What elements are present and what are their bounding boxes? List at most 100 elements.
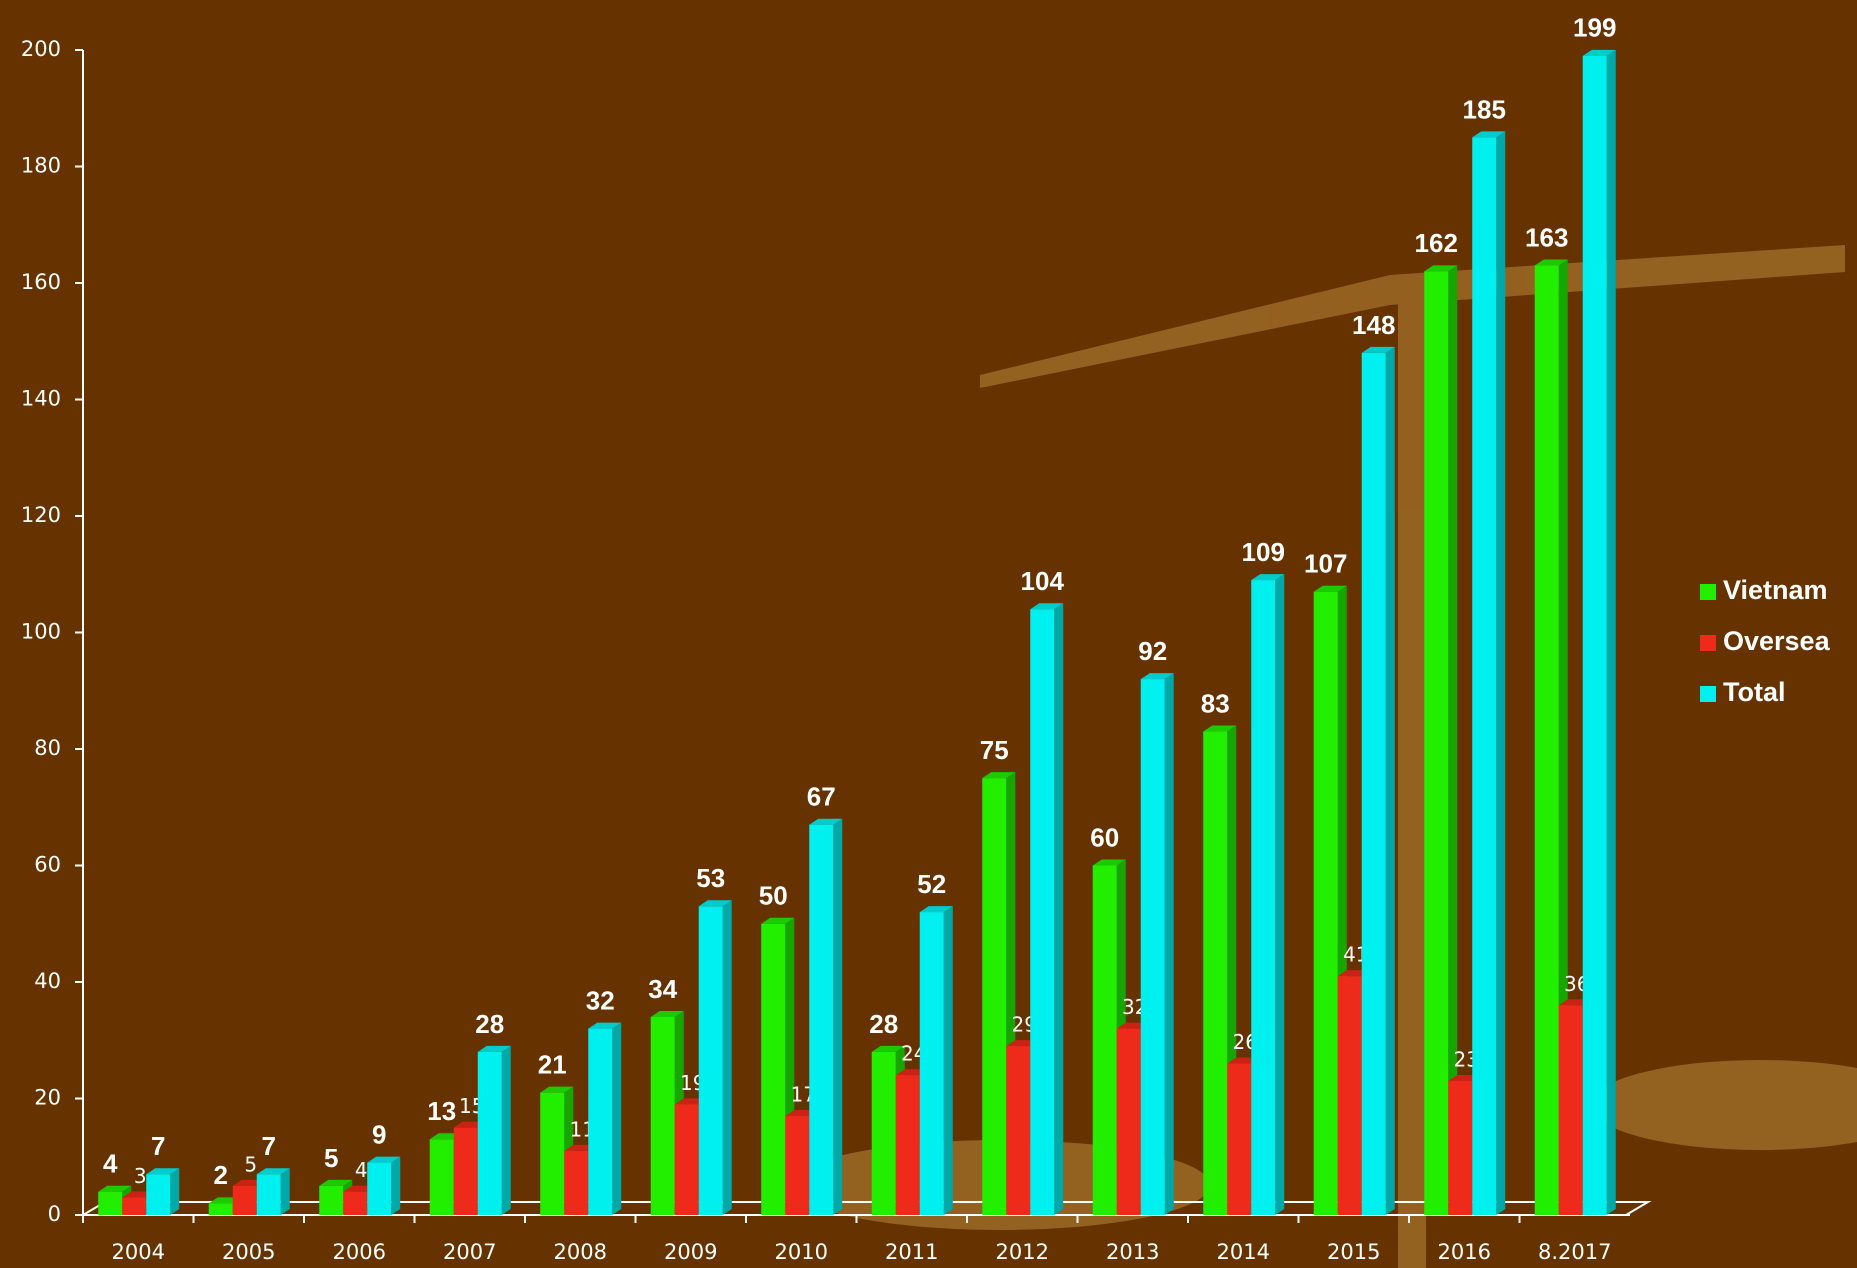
y-tick-label: 200: [21, 37, 61, 61]
value-label: 67: [807, 782, 836, 812]
value-label: 199: [1573, 13, 1616, 43]
bar: [1251, 580, 1275, 1215]
x-tick-label: 2007: [443, 1240, 496, 1264]
value-label: 21: [538, 1050, 567, 1080]
bar: [540, 1093, 564, 1215]
bar: [896, 1075, 920, 1215]
value-label: 83: [1201, 688, 1230, 718]
value-label: 32: [586, 985, 615, 1015]
value-label: 2: [214, 1160, 228, 1190]
bar: [675, 1104, 699, 1215]
bar: [1093, 866, 1117, 1216]
bar: [367, 1163, 391, 1215]
bar: [564, 1151, 588, 1215]
y-tick-label: 40: [34, 969, 61, 993]
value-label: 9: [372, 1119, 386, 1149]
y-tick-label: 20: [34, 1086, 61, 1110]
bar: [785, 1116, 809, 1215]
bar: [257, 1174, 281, 1215]
bar: [1203, 732, 1227, 1215]
value-label: 7: [262, 1131, 276, 1161]
bar: [233, 1186, 257, 1215]
x-tick-label: 8.2017: [1538, 1240, 1611, 1264]
value-label-small: 4: [355, 1158, 368, 1182]
legend-swatch: [1700, 686, 1716, 702]
bar: [146, 1174, 170, 1215]
chart: 0204060801001201401601802002004437200525…: [0, 0, 1857, 1268]
bar: [1362, 353, 1386, 1215]
value-label: 109: [1242, 537, 1285, 567]
legend-label: Oversea: [1723, 626, 1831, 656]
scale-post: [1398, 280, 1426, 1268]
bar-side: [944, 906, 953, 1215]
x-tick-label: 2004: [112, 1240, 165, 1264]
value-label: 104: [1021, 566, 1065, 596]
bar: [319, 1186, 343, 1215]
x-tick-label: 2012: [996, 1240, 1049, 1264]
bar: [1141, 679, 1165, 1215]
bar: [1338, 976, 1362, 1215]
y-tick-label: 0: [48, 1202, 61, 1226]
x-tick-label: 2008: [554, 1240, 607, 1264]
x-tick-label: 2016: [1438, 1240, 1491, 1264]
value-label: 92: [1138, 636, 1167, 666]
y-tick-label: 120: [21, 503, 61, 527]
value-label: 163: [1525, 222, 1568, 252]
value-label: 148: [1352, 310, 1395, 340]
bar: [1030, 609, 1054, 1215]
value-label: 52: [917, 869, 946, 899]
bar: [1227, 1064, 1251, 1215]
x-tick-label: 2013: [1106, 1240, 1159, 1264]
bar: [1424, 271, 1448, 1215]
bar-side: [170, 1168, 179, 1215]
bar: [1535, 266, 1559, 1215]
y-tick-label: 80: [34, 736, 61, 760]
value-label: 28: [869, 1009, 898, 1039]
bar: [872, 1052, 896, 1215]
y-tick-label: 180: [21, 154, 61, 178]
value-label: 4: [103, 1149, 118, 1179]
bar: [209, 1203, 233, 1215]
legend-label: Total: [1723, 677, 1786, 707]
x-tick-label: 2010: [775, 1240, 828, 1264]
x-tick-label: 2014: [1217, 1240, 1270, 1264]
bar: [588, 1029, 612, 1215]
value-label: 7: [151, 1131, 165, 1161]
y-tick-label: 100: [21, 620, 61, 644]
y-tick-label: 160: [21, 270, 61, 294]
value-label: 75: [980, 735, 1009, 765]
y-tick-label: 60: [34, 853, 61, 877]
bar-side: [1165, 673, 1174, 1215]
bar: [430, 1139, 454, 1215]
value-label: 28: [475, 1009, 504, 1039]
bar: [1006, 1046, 1030, 1215]
bar-side: [612, 1023, 621, 1215]
bar: [1448, 1081, 1472, 1215]
value-label: 60: [1090, 822, 1119, 852]
bar: [699, 906, 723, 1215]
bar-side: [1054, 603, 1063, 1215]
bar-side: [1448, 265, 1457, 1215]
bar: [98, 1192, 122, 1215]
value-label: 13: [427, 1096, 456, 1126]
x-tick-label: 2009: [664, 1240, 717, 1264]
bar: [478, 1052, 502, 1215]
bar-side: [723, 900, 732, 1215]
bar-side: [1607, 50, 1616, 1215]
value-label: 53: [696, 863, 725, 893]
bar: [1472, 137, 1496, 1215]
value-label: 162: [1415, 228, 1458, 258]
x-tick-label: 2015: [1327, 1240, 1380, 1264]
value-label-small: 3: [134, 1164, 147, 1188]
bar: [1117, 1029, 1141, 1215]
bar: [1314, 592, 1338, 1215]
bar: [809, 825, 833, 1215]
x-tick-label: 2011: [885, 1240, 938, 1264]
value-label-small: 5: [244, 1152, 257, 1176]
legend-label: Vietnam: [1723, 575, 1828, 605]
bar: [122, 1198, 146, 1215]
value-label: 5: [324, 1143, 338, 1173]
bar: [1583, 56, 1607, 1215]
bar-side: [391, 1157, 400, 1215]
bar: [1559, 1005, 1583, 1215]
